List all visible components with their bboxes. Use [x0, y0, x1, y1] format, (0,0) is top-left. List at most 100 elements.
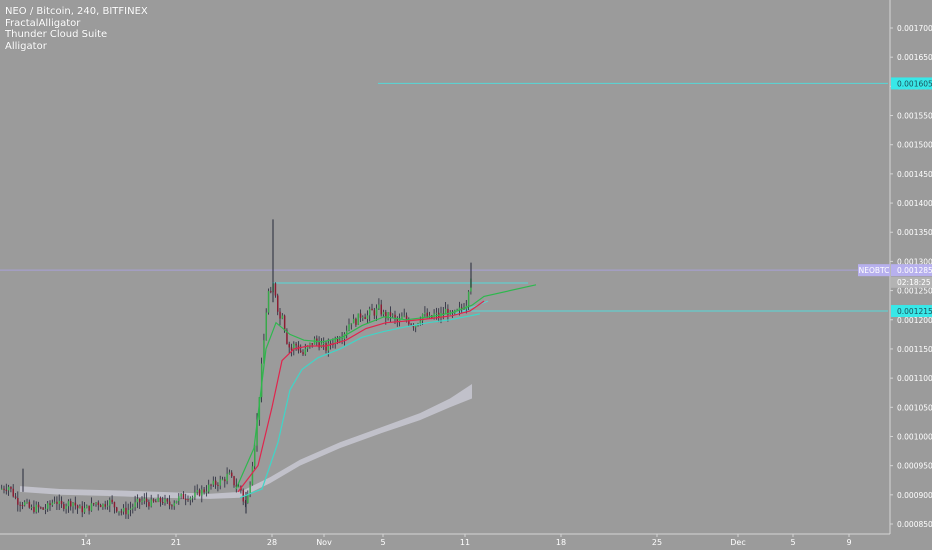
candle-body — [336, 339, 339, 342]
candle-body — [415, 325, 417, 328]
candle-body — [24, 502, 26, 506]
candle-body — [74, 502, 77, 506]
candle-body — [221, 479, 224, 481]
candle-body — [81, 506, 83, 513]
candle-body — [60, 500, 63, 505]
candle-body — [341, 338, 343, 340]
candle-body — [125, 507, 127, 515]
candle-body — [37, 504, 40, 508]
indicator-thunder-cloud-suite[interactable]: Thunder Cloud Suite — [5, 29, 108, 40]
alligator-teeth-line — [237, 300, 485, 493]
candle-body — [316, 338, 318, 342]
candle-body — [47, 503, 49, 509]
candle-body — [233, 476, 235, 486]
candle-body — [127, 510, 129, 515]
candle-body — [143, 498, 146, 501]
candle-body — [178, 496, 180, 501]
candle-body — [334, 339, 336, 345]
time-tick-label: 14 — [81, 538, 91, 547]
candle-body — [136, 498, 139, 503]
time-tick-label: 5 — [380, 538, 385, 547]
candle-body — [1, 488, 3, 490]
candle-body — [378, 304, 380, 309]
candle-body — [318, 341, 320, 348]
candle-body — [323, 342, 325, 344]
candle-body — [320, 343, 323, 348]
time-tick-label: 18 — [556, 538, 566, 547]
candle-body — [51, 502, 54, 506]
candle-body — [364, 317, 366, 320]
candle-body — [440, 313, 442, 319]
candle-body — [139, 498, 141, 503]
level-price-bg — [891, 77, 932, 90]
candle-body — [120, 511, 123, 513]
candle-body — [196, 490, 198, 493]
candle-body — [435, 312, 438, 314]
candle-body — [373, 310, 376, 316]
candle-body — [95, 502, 97, 505]
candle-body — [350, 323, 353, 325]
candle-body — [362, 317, 364, 319]
candle-body — [40, 507, 42, 509]
candle-body — [122, 507, 125, 512]
level-price-bg — [891, 305, 932, 318]
time-tick-label: 21 — [171, 538, 181, 547]
candle-body — [306, 346, 309, 349]
price-tick-label: 0.001300 — [897, 257, 932, 266]
candle-body — [327, 343, 330, 351]
candle-body — [352, 318, 355, 324]
candle-body — [90, 503, 93, 511]
candle-body — [283, 315, 286, 331]
candle-body — [134, 502, 136, 508]
candle-body — [150, 499, 152, 507]
candle-body — [93, 503, 95, 505]
candle-body — [76, 505, 79, 509]
symbol-tag[interactable]: NEOBTC — [859, 266, 890, 275]
candle-timer-label: 02:18:25 — [897, 278, 931, 287]
candle-body — [5, 489, 8, 491]
candle-body — [325, 342, 327, 351]
candle-body — [265, 312, 267, 341]
candle-body — [309, 343, 311, 347]
candle-body — [447, 308, 449, 315]
candle-body — [467, 291, 470, 306]
time-tick-label: 28 — [267, 538, 277, 547]
candle-body — [164, 499, 166, 503]
last-price-label: 0.001285 — [897, 266, 932, 275]
candle-body — [389, 312, 392, 316]
time-tick-label: Dec — [730, 538, 745, 547]
candle-body — [106, 505, 109, 507]
candle-body — [281, 315, 284, 319]
candle-body — [7, 486, 10, 491]
candle-body — [198, 490, 201, 496]
candle-body — [63, 504, 65, 509]
candle-body — [157, 497, 159, 502]
candle-body — [228, 472, 231, 474]
candle-body — [398, 319, 401, 322]
candle-body — [44, 508, 47, 510]
candle-body — [369, 308, 371, 316]
candle-body — [311, 343, 313, 345]
candle-body — [442, 313, 445, 315]
level-price-label: 0.001215 — [897, 307, 932, 316]
price-tick-label: 0.001650 — [897, 53, 932, 62]
candle-body — [111, 499, 113, 503]
candle-body — [385, 312, 387, 319]
indicator-fractal-alligator[interactable]: FractalAlligator — [5, 17, 81, 29]
candle-body — [26, 501, 28, 503]
candle-body — [72, 502, 74, 507]
candle-body — [214, 480, 217, 485]
candle-body — [187, 499, 189, 501]
candle-body — [175, 500, 178, 504]
candle-body — [226, 473, 228, 482]
candle-body — [279, 311, 281, 319]
candle-body — [141, 500, 143, 503]
symbol-title[interactable]: NEO / Bitcoin, 240, BITFINEX — [5, 6, 148, 17]
candle-body — [359, 313, 362, 318]
candle-body — [329, 343, 332, 345]
price-tick-label: 0.001200 — [897, 316, 932, 325]
candle-body — [28, 501, 31, 508]
indicator-alligator[interactable]: Alligator — [5, 40, 47, 52]
